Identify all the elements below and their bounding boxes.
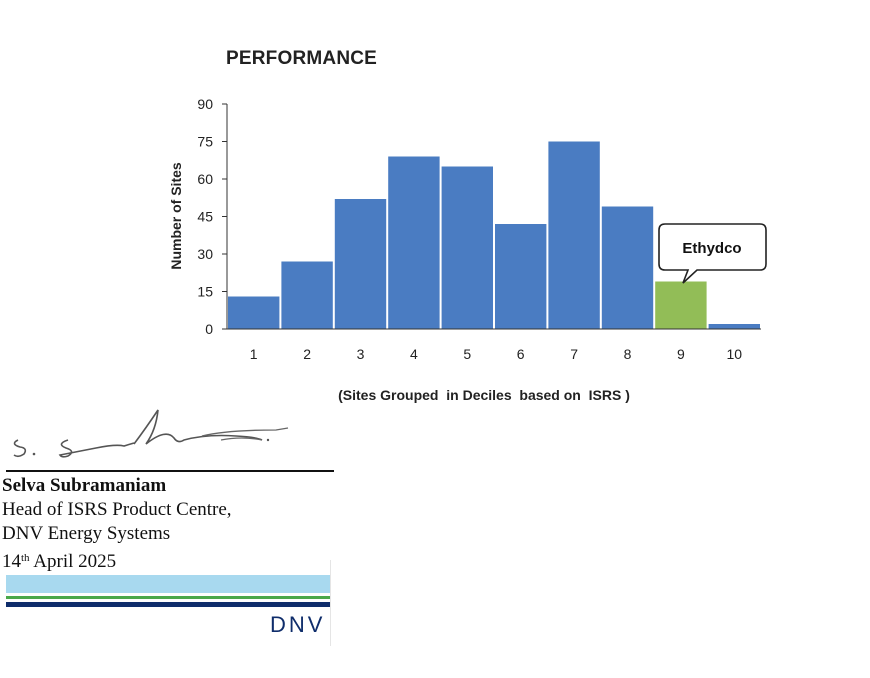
x-tick-label: 2	[303, 346, 311, 362]
bar	[281, 261, 333, 329]
y-tick-label: 15	[197, 284, 213, 300]
x-tick-label: 3	[357, 346, 365, 362]
y-tick-label: 45	[197, 209, 213, 225]
annotation-callout: Ethydco	[658, 223, 767, 284]
signer-name: Selva Subramaniam	[2, 475, 167, 496]
y-tick-label: 75	[197, 134, 213, 150]
dnv-brand-stripes	[6, 575, 331, 607]
x-tick-label: 1	[250, 346, 258, 362]
x-tick-label: 10	[727, 346, 743, 362]
y-tick-label: 30	[197, 246, 213, 262]
signature-line	[6, 470, 334, 472]
x-axis-label: (Sites Grouped in Deciles based on ISRS …	[338, 387, 630, 403]
y-tick-label: 0	[205, 321, 213, 337]
x-tick-label: 7	[570, 346, 578, 362]
y-axis-label: Number of Sites	[168, 162, 184, 270]
bar-highlighted	[655, 281, 707, 329]
signer-organization: DNV Energy Systems	[2, 523, 171, 544]
bar	[548, 141, 600, 329]
bar	[708, 324, 760, 329]
x-axis-ticks: 1 2 3 4 5 6 7 8 9 10	[250, 346, 742, 362]
bars	[228, 141, 760, 329]
bar	[388, 156, 440, 329]
date-rest: April 2025	[29, 551, 117, 572]
signature-block	[6, 400, 336, 475]
date-day: 14	[2, 551, 21, 572]
dnv-logo: DNV	[270, 612, 326, 637]
x-tick-label: 5	[463, 346, 471, 362]
stripe-navy	[6, 602, 331, 607]
y-tick-label: 60	[197, 171, 213, 187]
bar	[334, 199, 387, 329]
stripe-light-blue	[6, 575, 331, 593]
signer-details: Selva Subramaniam Head of ISRS Product C…	[2, 474, 232, 574]
signer-role: Head of ISRS Product Centre,	[2, 499, 232, 520]
bar	[228, 296, 280, 329]
callout-bubble	[658, 223, 767, 284]
x-tick-label: 6	[517, 346, 525, 362]
y-tick-label: 90	[197, 96, 213, 112]
y-axis-ticks: 0 15 30 45 60 75 90	[197, 96, 227, 337]
x-tick-label: 4	[410, 346, 418, 362]
annotation-label: Ethydco	[682, 240, 741, 257]
x-tick-label: 9	[677, 346, 685, 362]
chart-title: PERFORMANCE	[226, 48, 378, 69]
logo-border	[330, 560, 331, 646]
bar	[495, 224, 547, 329]
stripe-green	[6, 596, 331, 599]
x-tick-label: 8	[624, 346, 632, 362]
handwritten-signature	[13, 409, 289, 458]
date-suffix: th	[21, 552, 30, 564]
signature-date: 14th April 2025	[2, 546, 232, 574]
bar	[601, 206, 654, 329]
bar	[441, 166, 493, 329]
